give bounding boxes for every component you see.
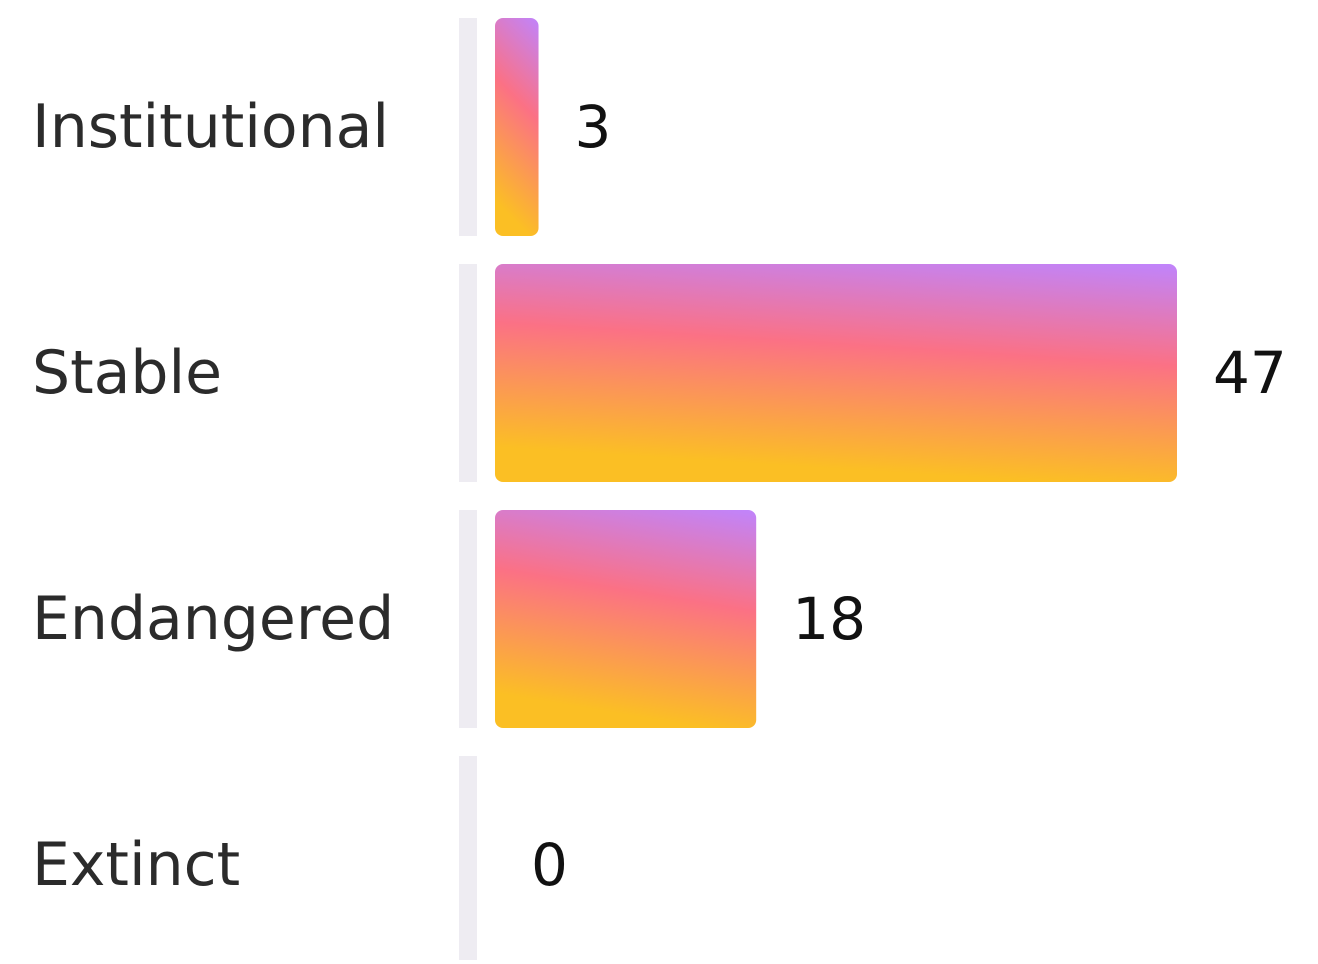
bar-track-extinct xyxy=(459,756,477,960)
value-label-endangered: 18 xyxy=(792,585,866,653)
bar-endangered xyxy=(495,510,757,728)
bar-track-stable xyxy=(459,264,477,482)
bar-track-endangered xyxy=(459,510,477,728)
category-label-institutional: Institutional xyxy=(32,92,389,162)
category-label-endangered: Endangered xyxy=(32,584,394,654)
bar-institutional xyxy=(495,18,539,236)
value-label-stable: 47 xyxy=(1213,339,1287,407)
value-label-extinct: 0 xyxy=(531,831,568,899)
category-label-extinct: Extinct xyxy=(32,830,240,900)
bar-track-institutional xyxy=(459,18,477,236)
category-label-stable: Stable xyxy=(32,338,222,408)
value-label-institutional: 3 xyxy=(575,93,612,161)
bar-stable xyxy=(495,264,1177,482)
